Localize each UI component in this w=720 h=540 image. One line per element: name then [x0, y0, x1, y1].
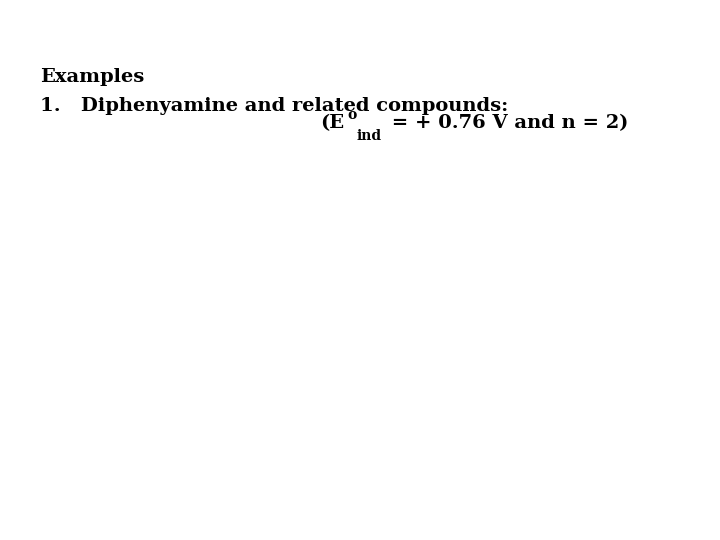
Text: (E: (E: [320, 114, 345, 132]
Text: = + 0.76 V and n = 2): = + 0.76 V and n = 2): [385, 114, 629, 132]
Text: ind: ind: [356, 130, 382, 144]
Text: 1.   Diphenyamine and related compounds:: 1. Diphenyamine and related compounds:: [40, 97, 508, 115]
Text: o: o: [348, 108, 357, 122]
Text: Examples: Examples: [40, 68, 144, 85]
